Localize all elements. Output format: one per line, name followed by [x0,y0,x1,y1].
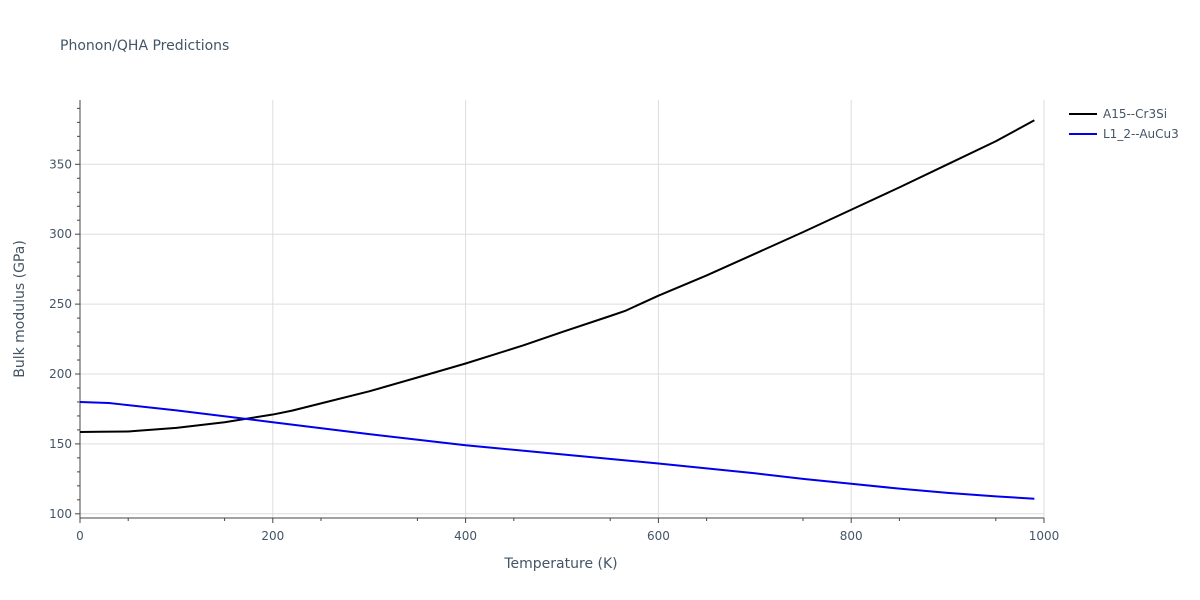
legend-label-1: L1_2--AuCu3 [1103,127,1179,141]
grid-lines [80,100,1045,518]
y-tick-label: 350 [49,157,72,171]
axes: 0 200 400 600 800 1000 100 150 200 250 300 350 [49,100,1059,543]
legend: A15--Cr3Si L1_2--AuCu3 [1069,107,1179,141]
x-tick-label: 200 [261,529,284,543]
x-tick-label: 1000 [1029,529,1060,543]
x-tick-label: 400 [454,529,477,543]
y-tick-label: 250 [49,297,72,311]
y-tick-label: 200 [49,367,72,381]
series-line-1 [79,400,1035,500]
y-axis-title: Bulk modulus (GPa) [12,240,28,378]
series-line-0 [79,119,1035,434]
y-tick-label: 100 [49,507,72,521]
plot-area[interactable] [79,119,1035,500]
x-tick-label: 800 [840,529,863,543]
x-axis-title: Temperature (K) [503,556,617,572]
chart-title: Phonon/QHA Predictions [60,38,229,54]
y-tick-label: 150 [49,437,72,451]
y-tick-label: 300 [49,227,72,241]
x-tick-label: 0 [76,529,84,543]
x-tick-label: 600 [647,529,670,543]
legend-label-0: A15--Cr3Si [1103,107,1167,121]
